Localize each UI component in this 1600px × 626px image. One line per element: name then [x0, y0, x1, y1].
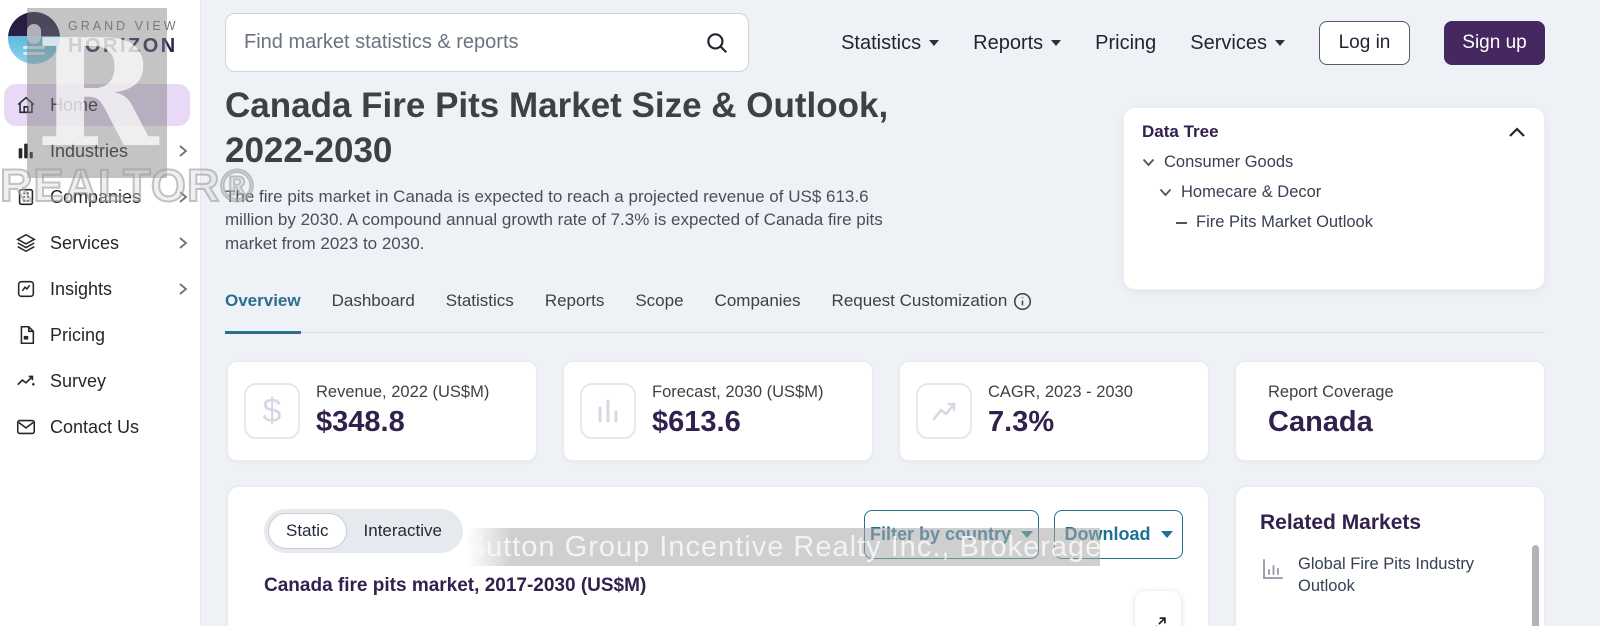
stat-label: Forecast, 2030 (US$M) — [652, 383, 824, 401]
sidebar-item-label: Services — [50, 232, 120, 253]
tab-reports[interactable]: Reports — [544, 291, 605, 310]
tree-node-homecare-decor[interactable]: Homecare & Decor — [1159, 183, 1526, 202]
leaf-dash-icon — [1176, 221, 1187, 224]
insights-icon — [14, 277, 38, 301]
signup-button[interactable]: Sign up — [1444, 21, 1545, 65]
related-markets-panel: Related Markets Global Fire Pits Industr… — [1235, 486, 1545, 626]
search-icon[interactable] — [704, 30, 730, 56]
sidebar-item-companies[interactable]: Companies — [0, 174, 200, 220]
chevron-down-icon — [1142, 158, 1155, 167]
tab-dashboard[interactable]: Dashboard — [331, 291, 415, 310]
stat-value: Canada — [1268, 406, 1373, 438]
stat-card-cagr: CAGR, 2023 - 2030 7.3% — [899, 361, 1209, 461]
chevron-right-icon — [178, 144, 188, 158]
chart-title: Canada fire pits market, 2017-2030 (US$M… — [264, 575, 647, 596]
sidebar-item-label: Industries — [50, 140, 129, 161]
sidebar-item-contact-us[interactable]: Contact Us — [0, 404, 200, 450]
info-icon — [1013, 292, 1032, 311]
related-markets-title: Related Markets — [1260, 511, 1422, 534]
brand-logo-icon — [8, 12, 60, 64]
chevron-down-icon — [929, 40, 940, 46]
nav-services[interactable]: Services — [1190, 32, 1285, 55]
brand-logo[interactable]: GRAND VIEW HORIZON — [0, 0, 200, 74]
sidebar-item-industries[interactable]: Industries — [0, 128, 200, 174]
tree-node-fire-pits-market-outlook[interactable]: Fire Pits Market Outlook — [1176, 213, 1526, 232]
chevron-down-icon — [1160, 531, 1173, 538]
sidebar-item-home[interactable]: Home — [0, 82, 200, 128]
sidebar-item-survey[interactable]: Survey — [0, 358, 200, 404]
sidebar-item-label: Insights — [50, 278, 113, 299]
tab-overview[interactable]: Overview — [225, 291, 301, 334]
sidebar-item-services[interactable]: Services — [0, 220, 200, 266]
home-icon — [14, 93, 38, 117]
chevron-right-icon — [178, 282, 188, 296]
search-bar[interactable] — [225, 13, 749, 72]
chevron-right-icon — [178, 236, 188, 250]
toggle-static[interactable]: Static — [268, 513, 347, 549]
tab-companies[interactable]: Companies — [714, 291, 801, 310]
sidebar-item-pricing[interactable]: Pricing — [0, 312, 200, 358]
sidebar-item-label: Companies — [50, 186, 142, 207]
stat-card-report-coverage: Report Coverage Canada — [1235, 361, 1545, 461]
filter-by-country-button[interactable]: Filter by country — [864, 510, 1039, 559]
sidebar-item-label: Home — [50, 94, 99, 115]
sidebar-item-label: Pricing — [50, 324, 106, 345]
stat-value: $613.6 — [652, 406, 741, 438]
mail-icon — [14, 415, 38, 439]
tree-node-consumer-goods[interactable]: Consumer Goods — [1142, 153, 1526, 172]
nav-statistics[interactable]: Statistics — [841, 32, 940, 55]
page-title: Canada Fire Pits Market Size & Outlook, … — [225, 86, 889, 170]
nav-reports[interactable]: Reports — [973, 32, 1062, 55]
stat-card-revenue: $ Revenue, 2022 (US$M) $348.8 — [227, 361, 537, 461]
chart-panel: Static Interactive Filter by country Dow… — [227, 486, 1209, 626]
chart-mode-toggle: Static Interactive — [264, 509, 463, 553]
pricing-icon — [14, 323, 38, 347]
brand-name-bottom: HORIZON — [68, 34, 178, 57]
sidebar-nav: Home Industries Companies Services Insig… — [0, 82, 200, 450]
nav-pricing[interactable]: Pricing — [1095, 31, 1157, 54]
tab-statistics[interactable]: Statistics — [445, 291, 514, 310]
scrollbar[interactable] — [1532, 545, 1539, 626]
expand-icon — [1147, 614, 1169, 626]
industries-icon — [14, 139, 38, 163]
stat-label: CAGR, 2023 - 2030 — [988, 383, 1133, 401]
stat-label: Revenue, 2022 (US$M) — [316, 383, 490, 401]
line-chart-icon — [916, 383, 972, 439]
chevron-down-icon — [1159, 188, 1172, 197]
download-button[interactable]: Download — [1054, 510, 1183, 559]
tab-request-customization[interactable]: Request Customization — [832, 291, 1033, 332]
page-description: The fire pits market in Canada is expect… — [225, 187, 883, 253]
chevron-down-icon — [1051, 40, 1062, 46]
tab-bar: Overview Dashboard Statistics Reports Sc… — [225, 291, 1545, 334]
stat-card-forecast: Forecast, 2030 (US$M) $613.6 — [563, 361, 873, 461]
chevron-right-icon — [178, 190, 188, 204]
bar-chart-icon — [580, 383, 636, 439]
search-input[interactable] — [244, 31, 704, 54]
login-button[interactable]: Log in — [1319, 21, 1410, 65]
sidebar: GRAND VIEW HORIZON Home Industries Compa… — [0, 0, 255, 626]
stat-value: 7.3% — [988, 406, 1055, 438]
tab-scope[interactable]: Scope — [635, 291, 684, 310]
brand-name-top: GRAND VIEW — [68, 18, 179, 33]
stat-value: $348.8 — [316, 406, 405, 438]
related-market-item[interactable]: Global Fire Pits Industry Outlook — [1260, 553, 1510, 598]
chevron-down-icon — [1275, 40, 1285, 46]
collapse-chevron-up-icon[interactable] — [1508, 126, 1526, 138]
survey-icon — [14, 369, 38, 393]
dollar-icon: $ — [244, 383, 300, 439]
chevron-down-icon — [1021, 531, 1034, 538]
top-nav: Statistics Reports Pricing Services Log … — [841, 0, 1600, 86]
sidebar-item-label: Survey — [50, 370, 107, 391]
sidebar-item-insights[interactable]: Insights — [0, 266, 200, 312]
companies-icon — [14, 185, 38, 209]
toggle-interactive[interactable]: Interactive — [363, 521, 442, 540]
services-icon — [14, 231, 38, 255]
data-tree-title: Data Tree — [1142, 122, 1219, 141]
stat-label: Report Coverage — [1268, 383, 1394, 401]
data-tree-panel: Data Tree Consumer Goods Homecare & Deco… — [1123, 107, 1545, 290]
bar-chart-icon — [1260, 556, 1286, 582]
fullscreen-button[interactable] — [1135, 591, 1181, 626]
sidebar-item-label: Contact Us — [50, 416, 140, 437]
